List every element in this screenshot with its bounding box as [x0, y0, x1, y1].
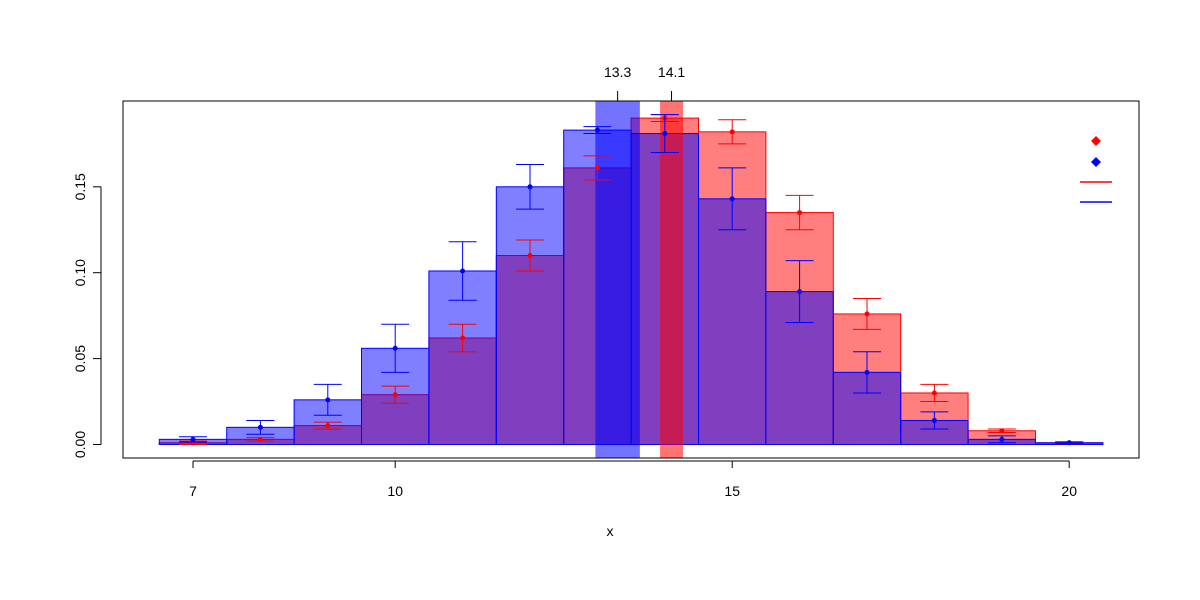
bar-series2-x15	[698, 198, 767, 445]
point-series1-x12	[527, 253, 533, 259]
y-tick-label-0.15: 0.15	[72, 173, 88, 200]
point-series2-x11	[460, 268, 466, 274]
point-series2-x7	[190, 436, 196, 442]
x-tick-label-7: 7	[189, 483, 197, 499]
point-series2-x13	[594, 127, 600, 133]
point-series1-x10	[392, 392, 398, 398]
point-series2-x19	[999, 436, 1005, 442]
legend-point-series1	[1091, 136, 1101, 146]
point-series1-x9	[325, 423, 331, 429]
point-series2-x10	[392, 345, 398, 351]
y-tick-label-0.00: 0.00	[72, 431, 88, 458]
point-series1-x18	[931, 390, 937, 396]
mean-markers-layer: 14.1 13.3	[595, 64, 685, 458]
x-tick-label-15: 15	[724, 483, 740, 499]
mean-band-series2	[595, 101, 640, 458]
plot-frame	[122, 100, 1140, 459]
legend-point-series2	[1091, 157, 1101, 167]
point-series1-x17	[864, 311, 870, 317]
axes-layer: 0.00 0.05 0.10 0.15 7 10 15 20	[72, 173, 1077, 499]
x-tick-label-20: 20	[1061, 483, 1077, 499]
point-series2-x12	[527, 184, 533, 190]
x-axis-label: x	[607, 523, 614, 539]
point-series2-x17	[864, 369, 870, 375]
mean-band-series1	[660, 101, 683, 458]
error-bars-layer	[179, 114, 1084, 446]
point-series2-x20	[1066, 440, 1072, 446]
point-series2-x14	[662, 131, 668, 137]
point-series1-x15	[729, 129, 735, 135]
x-tick-label-10: 10	[387, 483, 403, 499]
y-tick-label-0.10: 0.10	[72, 259, 88, 286]
bar-series2-x12	[495, 186, 565, 446]
point-series1-x19	[999, 428, 1005, 434]
y-tick-label-0.05: 0.05	[72, 345, 88, 372]
mean-label-series2: 13.3	[604, 64, 631, 80]
point-series2-x16	[797, 289, 803, 295]
point-series1-x16	[797, 210, 803, 216]
mean-label-series1: 14.1	[658, 64, 685, 80]
point-series2-x15	[729, 196, 735, 202]
point-series1-x11	[460, 335, 466, 341]
point-series1-x13	[594, 165, 600, 171]
point-series1-x8	[257, 436, 263, 442]
legend	[1080, 136, 1112, 203]
point-series2-x9	[325, 397, 331, 403]
point-series2-x18	[931, 417, 937, 423]
point-series2-x8	[257, 424, 263, 430]
